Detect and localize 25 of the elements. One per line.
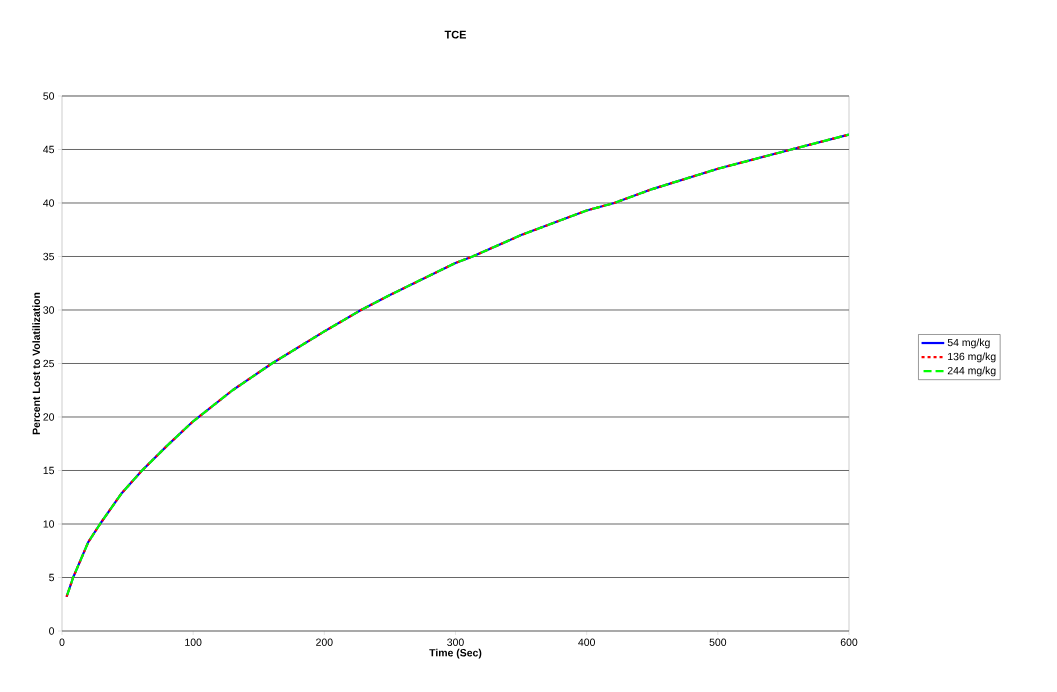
y-tick-label: 45 xyxy=(43,145,55,154)
x-tick-label: 300 xyxy=(447,638,464,646)
x-tick-label: 500 xyxy=(709,638,727,646)
y-tick-label: 15 xyxy=(43,466,55,475)
y-tick-label: 5 xyxy=(49,573,55,582)
y-tick-label: 30 xyxy=(43,306,55,314)
y-tick-label: 20 xyxy=(43,413,55,421)
x-axis-title: Time (Sec) xyxy=(429,648,482,659)
y-tick-label: 40 xyxy=(43,199,55,207)
x-tick-label: 400 xyxy=(578,638,595,646)
legend-label: 136 mg/kg xyxy=(948,352,996,363)
legend-label: 244 mg/kg xyxy=(947,366,996,377)
legend-label: 54 mg/kg xyxy=(947,338,990,349)
y-tick-label: 10 xyxy=(43,520,55,528)
x-tick-label: 600 xyxy=(840,638,858,646)
y-tick-label: 25 xyxy=(43,359,55,368)
y-tick-label: 0 xyxy=(49,627,55,635)
x-tick-label: 100 xyxy=(185,638,202,646)
y-tick-label: 35 xyxy=(43,252,55,261)
y-tick-label: 50 xyxy=(43,92,55,100)
x-tick-label: 200 xyxy=(316,638,333,646)
line-series xyxy=(65,133,849,598)
x-tick-label: 0 xyxy=(59,638,65,646)
chart-title: TCE xyxy=(444,30,467,39)
y-axis-title: Percent Lost to Volatilization xyxy=(32,292,41,435)
